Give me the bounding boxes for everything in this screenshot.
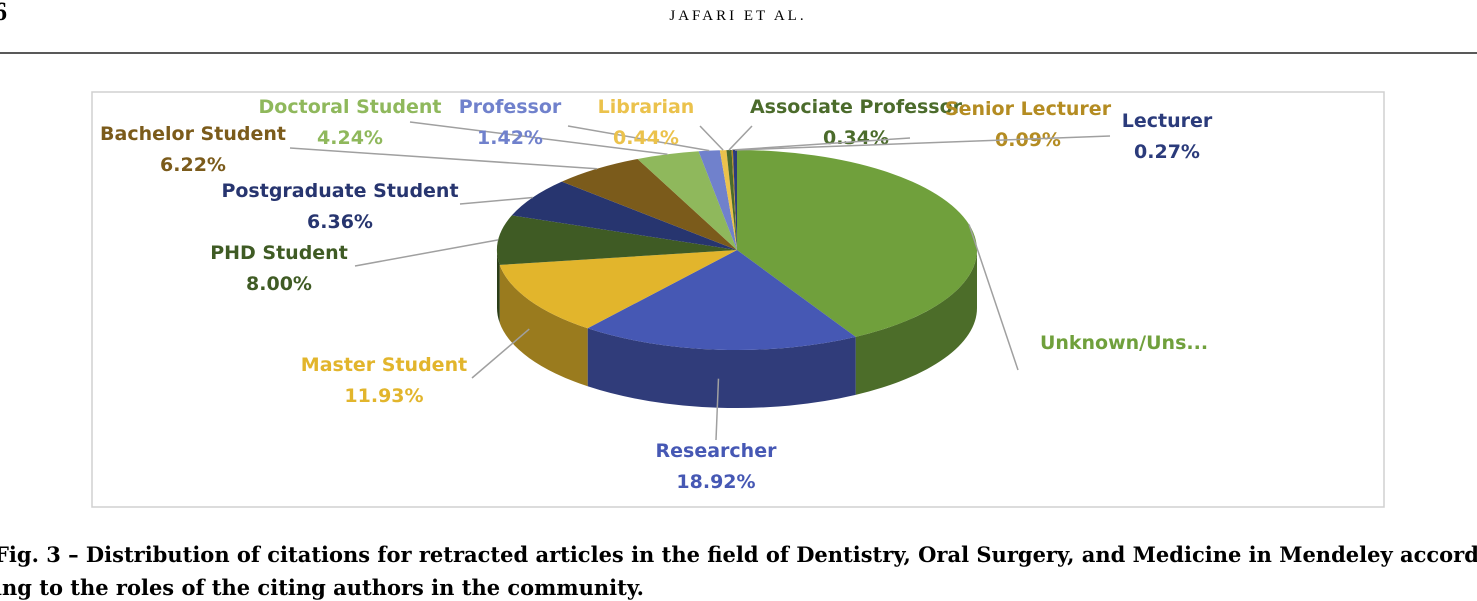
leader-line: [699, 125, 724, 151]
leader-line: [968, 224, 1019, 371]
slice: [497, 215, 737, 265]
slice-label: Senior Lecturer: [945, 98, 1112, 120]
slice: [637, 151, 737, 250]
slice: [511, 181, 737, 250]
leader-line: [409, 121, 668, 156]
caption-line: ing to the roles of the citing authors i…: [0, 575, 644, 600]
leader-line: [289, 147, 598, 170]
slice: [698, 150, 737, 250]
slice-label: Researcher: [656, 440, 778, 462]
slice-value-label: 18.92%: [676, 471, 755, 493]
slice: [737, 150, 977, 337]
slice-side: [497, 250, 500, 323]
running-head: JAFARI ET AL.: [669, 8, 806, 24]
slice-label: Doctoral Student: [259, 96, 442, 118]
slice-value-label: 6.36%: [307, 211, 373, 233]
slice-label: Professor: [459, 96, 562, 118]
slice: [719, 150, 737, 250]
slice-label: PHD Student: [210, 242, 348, 264]
slice: [561, 158, 737, 250]
slice: [726, 150, 737, 250]
leader-line: [732, 137, 911, 151]
slice-label: Postgraduate Student: [221, 180, 458, 202]
leader-line: [567, 125, 710, 152]
leader-line: [354, 239, 499, 267]
slice: [732, 150, 737, 250]
slice-label: Associate Professor: [750, 96, 963, 118]
leader-line: [734, 135, 1111, 151]
slice-label: Master Student: [301, 354, 467, 376]
slice-value-label: 0.44%: [613, 127, 679, 149]
slice-side: [855, 250, 977, 395]
slice-side: [499, 264, 588, 387]
chart: Unknown/Uns... Researcher 18.92% Master Stu…: [100, 96, 1213, 493]
leader-line: [715, 378, 720, 441]
slice-label: Unknown/Uns...: [1040, 332, 1208, 354]
caption-line: Fig. 3 – Distribution of citations for r…: [0, 542, 1477, 567]
slice-value-label: 4.24%: [317, 127, 383, 149]
slice-value-label: 6.22%: [160, 154, 226, 176]
slice-label: Lecturer: [1122, 110, 1213, 132]
chart-frame: [91, 91, 1385, 508]
slice-value-label: 11.93%: [344, 385, 423, 407]
slice: [587, 250, 856, 350]
slice-label: Bachelor Student: [100, 123, 286, 145]
leader-line: [459, 196, 533, 205]
slice-value-label: 1.42%: [477, 127, 543, 149]
leader-line: [728, 125, 753, 151]
page-number: 6: [0, 0, 7, 26]
slice-side: [587, 328, 856, 409]
leader-line: [471, 328, 530, 379]
slice: [499, 250, 737, 329]
slice-label: Librarian: [598, 96, 695, 118]
slice: [731, 150, 737, 250]
slice-value-label: 0.09%: [995, 129, 1061, 151]
slice-value-label: 8.00%: [246, 273, 312, 295]
slice-value-label: 0.27%: [1134, 141, 1200, 163]
